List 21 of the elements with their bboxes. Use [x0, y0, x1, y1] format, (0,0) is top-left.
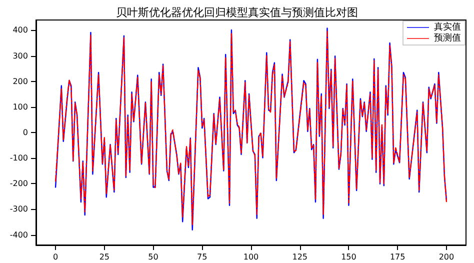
- x-tick-label: 175: [390, 252, 406, 262]
- x-tick-label: 125: [292, 252, 308, 262]
- y-tick-label: 0: [22, 128, 28, 137]
- y-tick-label: -300: [10, 204, 28, 214]
- y-tick-label: -400: [10, 230, 28, 240]
- y-tick-label: -100: [10, 154, 28, 163]
- x-tick-label: 100: [243, 252, 259, 262]
- chart-title: 贝叶斯优化器优化回归模型真实值与预测值比对图: [116, 6, 358, 19]
- x-tick-label: 0: [53, 252, 58, 262]
- legend-label: 真实值: [434, 22, 461, 32]
- x-tick-label: 200: [438, 252, 454, 262]
- y-tick-label: -200: [10, 179, 28, 188]
- y-tick-label: 400: [12, 26, 28, 35]
- x-tick-label: 75: [197, 252, 208, 262]
- y-tick-label: 100: [12, 102, 28, 112]
- y-tick-label: 300: [12, 51, 28, 60]
- legend-label: 预测值: [434, 32, 461, 44]
- y-tick-label: 200: [12, 76, 28, 86]
- x-tick-label: 50: [148, 252, 158, 262]
- x-tick-label: 25: [99, 252, 110, 262]
- x-tick-label: 150: [341, 252, 356, 262]
